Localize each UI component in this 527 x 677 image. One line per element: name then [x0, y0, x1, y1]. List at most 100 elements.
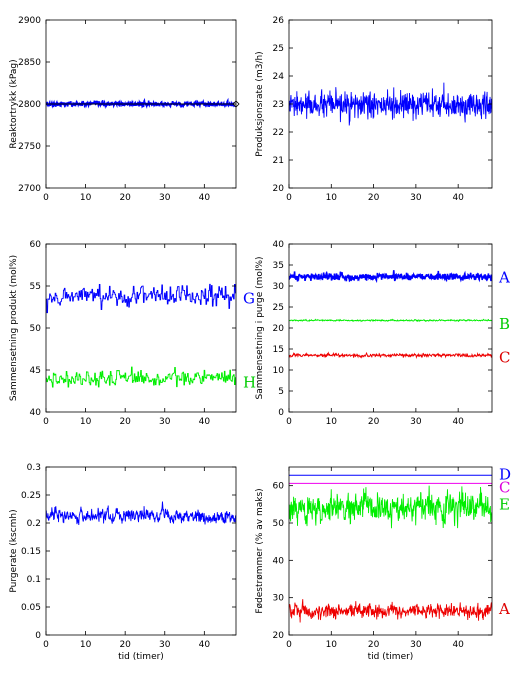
series-line-1 — [289, 82, 492, 126]
y-tick-label: 60 — [30, 240, 42, 250]
x-tick-label: 10 — [326, 193, 338, 203]
y-tick-label: 2850 — [18, 58, 41, 68]
series-letter-B: B — [499, 315, 510, 333]
y-tick-label: 25 — [273, 44, 284, 54]
x-tick-label: 20 — [119, 193, 131, 203]
x-tick-label: 40 — [199, 417, 211, 427]
series-letter-H: H — [243, 374, 256, 392]
y-tick-label: 50 — [30, 324, 42, 334]
x-tick-label: 0 — [43, 193, 49, 203]
y-tick-label: 2800 — [18, 100, 41, 110]
panel-2: 0 10 20 30 40 20 21 22 23 24 25 26 Produksjonsrate (… — [255, 16, 493, 203]
x-tick-label: 30 — [159, 417, 171, 427]
x-tick-label: 0 — [286, 193, 292, 203]
y-axis-label: Fødestrømmer (% av maks) — [255, 488, 265, 613]
y-tick-label: 0.05 — [21, 603, 41, 613]
y-tick-label: 0 — [35, 631, 41, 641]
series-letter-D: D — [499, 465, 511, 483]
y-tick-label: 25 — [273, 303, 284, 313]
y-tick-label: 20 — [273, 184, 285, 194]
x-tick-label: 40 — [199, 193, 211, 203]
series-line-C — [289, 351, 492, 360]
y-tick-label: 24 — [273, 72, 285, 82]
series-line-H — [46, 366, 236, 388]
y-tick-label: 2750 — [18, 142, 41, 152]
x-axis-label: tid (timer) — [118, 652, 164, 662]
y-tick-label: 15 — [273, 345, 284, 355]
y-axis-label: Sammensetning produkt (mol%) — [9, 255, 19, 401]
y-tick-label: 23 — [273, 100, 284, 110]
y-tick-label: 0.2 — [27, 519, 41, 529]
panel-1: 0 10 20 30 40 2700 2750 2800 2850 2900 Reaktortryk… — [9, 16, 240, 203]
x-tick-label: 0 — [43, 417, 49, 427]
y-tick-label: 35 — [273, 261, 284, 271]
y-tick-label: 30 — [273, 282, 285, 292]
y-tick-label: 0.25 — [21, 491, 41, 501]
y-tick-label: 40 — [273, 556, 285, 566]
y-tick-label: 20 — [273, 631, 285, 641]
y-tick-label: 30 — [273, 594, 285, 604]
panel-5: 0 10 20 30 40 0 0.05 0.1 0.15 0.2 0.25 0.3 Purgerate… — [9, 463, 237, 662]
y-tick-label: 2900 — [18, 16, 41, 26]
series-line-A — [289, 270, 492, 284]
x-tick-label: 40 — [452, 193, 464, 203]
y-axis-label: Purgerate (kscmh) — [9, 509, 19, 592]
x-tick-label: 0 — [43, 640, 49, 650]
series-letter-G: G — [243, 290, 255, 308]
x-tick-label: 40 — [199, 640, 211, 650]
y-tick-label: 5 — [278, 387, 284, 397]
series-letter-C: C — [499, 348, 510, 366]
y-tick-label: 60 — [273, 482, 285, 492]
x-tick-label: 10 — [326, 640, 338, 650]
y-tick-label: 55 — [30, 282, 41, 292]
x-axis-label: tid (timer) — [368, 652, 414, 662]
series-line-B — [289, 318, 492, 323]
x-tick-label: 30 — [159, 640, 171, 650]
y-tick-label: 40 — [273, 240, 285, 250]
axes-box — [288, 466, 493, 636]
y-tick-label: 50 — [273, 519, 285, 529]
panel-6: 0 10 20 30 40 20 30 40 50 60 Fødestrømmer (% av ma… — [255, 465, 511, 662]
series-letter-C: C — [499, 479, 510, 497]
x-tick-label: 40 — [452, 417, 464, 427]
series-line-A — [289, 599, 492, 623]
panel-4: 0 10 20 30 40 0 5 10 15 20 25 30 35 40 Sammensetning i… — [255, 240, 510, 427]
axes-box — [45, 466, 237, 636]
x-tick-label: 40 — [452, 640, 464, 650]
x-tick-label: 30 — [410, 193, 422, 203]
y-tick-label: 45 — [30, 366, 41, 376]
x-tick-label: 30 — [410, 417, 422, 427]
x-tick-label: 10 — [80, 193, 92, 203]
series-line-E — [289, 485, 492, 529]
series-letter-A: A — [498, 269, 510, 287]
x-tick-label: 20 — [119, 417, 131, 427]
x-tick-label: 20 — [368, 640, 380, 650]
series-letter-A: A — [498, 600, 510, 618]
x-tick-label: 20 — [368, 417, 380, 427]
y-tick-label: 22 — [273, 128, 284, 138]
y-tick-label: 0.3 — [27, 463, 41, 473]
x-tick-label: 20 — [368, 193, 380, 203]
x-tick-label: 0 — [286, 640, 292, 650]
x-tick-label: 10 — [80, 640, 92, 650]
x-tick-label: 20 — [119, 640, 131, 650]
y-axis-label: Produksjonsrate (m3/h) — [255, 51, 265, 156]
y-tick-label: 20 — [273, 324, 285, 334]
y-axis-label: Sammensetning i purge (mol%) — [255, 256, 265, 399]
series-line-G — [46, 283, 236, 314]
x-tick-label: 10 — [80, 417, 92, 427]
series-letter-E: E — [499, 495, 510, 513]
axes-box — [45, 243, 237, 413]
y-tick-label: 0 — [278, 408, 284, 418]
y-axis-label: Reaktortrykk (kPag) — [9, 59, 19, 148]
panel-3: 0 10 20 30 40 40 45 50 55 60 Sammensetning produkt… — [9, 240, 256, 427]
y-tick-label: 0.1 — [27, 575, 41, 585]
y-tick-label: 26 — [273, 16, 285, 26]
x-tick-label: 0 — [286, 417, 292, 427]
x-tick-label: 10 — [326, 417, 338, 427]
y-tick-label: 10 — [273, 366, 285, 376]
axes-box — [288, 243, 493, 413]
x-tick-label: 30 — [410, 640, 422, 650]
series-line-1 — [46, 501, 236, 525]
